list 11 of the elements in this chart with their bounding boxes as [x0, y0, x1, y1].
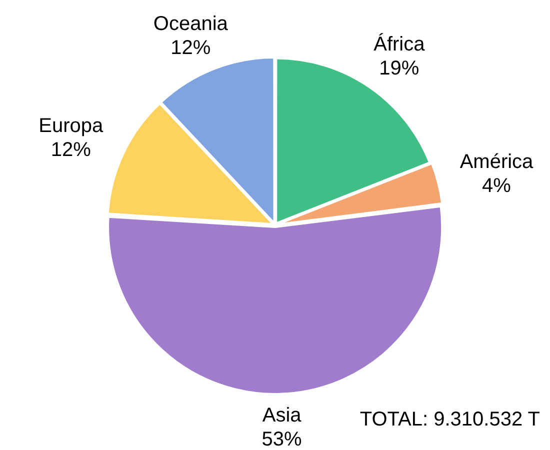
slice-label: Asia: [262, 404, 302, 426]
data-label: 19%: [379, 58, 420, 80]
slice-label: África: [374, 32, 426, 56]
text: TOTAL: 9.310.532 T: [360, 408, 540, 431]
data-label: 53%: [262, 428, 302, 450]
slice-label: Oceania: [153, 12, 229, 35]
slice-label: América: [460, 151, 534, 174]
data-label: 4%: [482, 175, 512, 198]
data-label: 12%: [170, 36, 211, 59]
slice-label: Europa: [38, 115, 104, 138]
data-label: 12%: [50, 139, 92, 162]
